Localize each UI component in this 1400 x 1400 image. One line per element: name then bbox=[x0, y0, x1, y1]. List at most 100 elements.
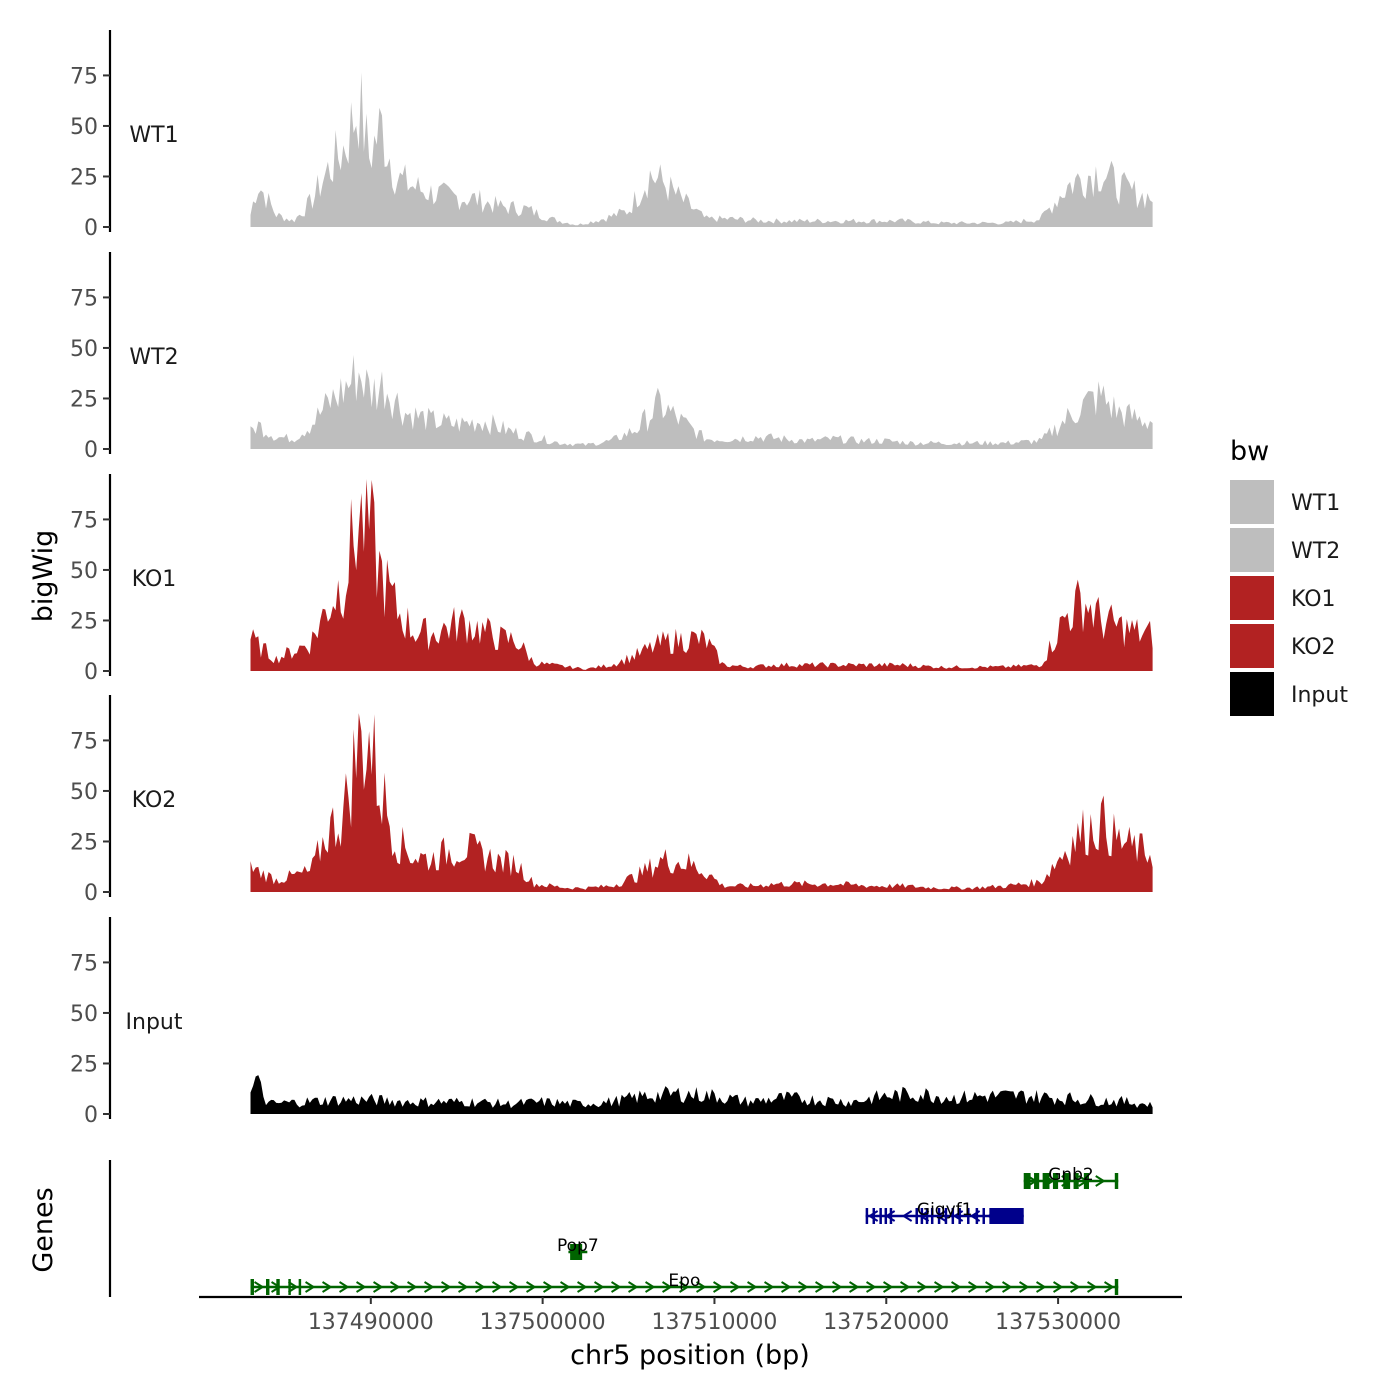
coverage-area-input bbox=[250, 1075, 1153, 1114]
exon bbox=[958, 1208, 961, 1224]
strand-arrow bbox=[322, 1281, 333, 1293]
strand-arrow bbox=[339, 1281, 350, 1293]
strand-arrow bbox=[594, 1281, 605, 1293]
x-tick-label: 137490000 bbox=[308, 1310, 434, 1335]
strand-arrow bbox=[679, 1281, 690, 1293]
track-label: KO1 bbox=[132, 567, 177, 592]
y-axis-title: bigWig bbox=[28, 530, 59, 623]
exon bbox=[930, 1208, 934, 1224]
strand-arrow bbox=[935, 1210, 947, 1222]
exon bbox=[889, 1208, 893, 1224]
exon bbox=[915, 1208, 918, 1224]
genes-axis-title: Genes bbox=[28, 1187, 59, 1272]
legend-label-wt1: WT1 bbox=[1291, 491, 1340, 516]
strand-arrow bbox=[1095, 1175, 1106, 1187]
x-tick-label: 137530000 bbox=[995, 1310, 1121, 1335]
track-label: WT1 bbox=[129, 123, 178, 148]
y-tick-label: 25 bbox=[70, 830, 98, 855]
gene-pop7: Pop7 bbox=[557, 1236, 599, 1260]
strand-arrow bbox=[458, 1281, 469, 1293]
strand-arrow bbox=[645, 1281, 656, 1293]
exon bbox=[944, 1208, 948, 1224]
strand-arrow bbox=[883, 1281, 894, 1293]
strand-arrow bbox=[985, 1281, 996, 1293]
y-tick-label: 50 bbox=[70, 1002, 98, 1027]
y-tick-label: 75 bbox=[70, 64, 98, 89]
y-tick-label: 0 bbox=[84, 438, 98, 463]
exon bbox=[1083, 1173, 1090, 1189]
gene-label: Epo bbox=[668, 1271, 700, 1291]
legend-label-ko2: KO2 bbox=[1291, 635, 1336, 660]
bigwig-tracks: 0 25 50 75 WT1 0 25 50 75 WT2 0 25 50 75 KO1 0 25 50 75 KO2… bbox=[70, 30, 1153, 1128]
strand-arrow bbox=[492, 1281, 503, 1293]
strand-arrow bbox=[611, 1281, 622, 1293]
y-tick-label: 50 bbox=[70, 559, 98, 584]
x-axis-title: chr5 position (bp) bbox=[570, 1340, 810, 1371]
legend-label-ko1: KO1 bbox=[1291, 587, 1336, 612]
x-tick-label: 137520000 bbox=[823, 1310, 949, 1335]
legend-swatch-wt2 bbox=[1230, 528, 1274, 572]
x-axis: 137490000 137500000 137510000 137520000 1375… bbox=[199, 1295, 1182, 1335]
strand-arrow bbox=[917, 1281, 928, 1293]
exon bbox=[570, 1244, 583, 1260]
x-tick-label: 137510000 bbox=[651, 1310, 777, 1335]
strand-arrow bbox=[696, 1281, 707, 1293]
exon bbox=[1073, 1173, 1079, 1189]
y-tick-label: 0 bbox=[84, 1103, 98, 1128]
strand-arrow bbox=[764, 1281, 775, 1293]
exon bbox=[982, 1208, 985, 1224]
exon bbox=[266, 1279, 270, 1295]
strand-arrow bbox=[407, 1281, 418, 1293]
gene-label: Pop7 bbox=[557, 1236, 599, 1256]
strand-arrow bbox=[543, 1281, 554, 1293]
gene-track: Gnb2 Gigyf1 Pop7 Epo bbox=[108, 1160, 1119, 1297]
y-tick-label: 25 bbox=[70, 387, 98, 412]
y-tick-label: 75 bbox=[70, 951, 98, 976]
gene-gnb2: Gnb2 bbox=[1023, 1165, 1119, 1189]
track-input: 0 25 50 75 Input bbox=[70, 917, 1153, 1128]
exon bbox=[1042, 1173, 1050, 1189]
gene-epo: Epo bbox=[250, 1271, 1119, 1295]
track-label: WT2 bbox=[129, 345, 178, 370]
exon bbox=[872, 1208, 876, 1224]
track-ko1: 0 25 50 75 KO1 bbox=[70, 474, 1153, 685]
strand-arrow bbox=[1019, 1281, 1030, 1293]
strand-arrow bbox=[1070, 1281, 1081, 1293]
y-tick-label: 25 bbox=[70, 1052, 98, 1077]
strand-arrow bbox=[628, 1281, 639, 1293]
legend-swatch-input bbox=[1230, 672, 1274, 716]
exon bbox=[298, 1279, 302, 1295]
strand-arrow bbox=[968, 1281, 979, 1293]
track-wt2: 0 25 50 75 WT2 bbox=[70, 252, 1153, 463]
x-tick-label: 137500000 bbox=[480, 1310, 606, 1335]
coverage-area-wt2 bbox=[250, 355, 1153, 449]
exon bbox=[951, 1208, 955, 1224]
y-tick-label: 25 bbox=[70, 609, 98, 634]
strand-arrow bbox=[1053, 1281, 1064, 1293]
strand-arrow bbox=[900, 1281, 911, 1293]
y-tick-label: 75 bbox=[70, 729, 98, 754]
legend: bw WT1 WT2 KO1 KO2 Input bbox=[1230, 436, 1348, 716]
exon bbox=[1023, 1173, 1031, 1189]
exon bbox=[1063, 1173, 1071, 1189]
strand-arrow bbox=[424, 1281, 435, 1293]
y-tick-label: 0 bbox=[84, 660, 98, 685]
legend-label-wt2: WT2 bbox=[1291, 539, 1340, 564]
strand-arrow bbox=[1087, 1281, 1098, 1293]
strand-arrow bbox=[713, 1281, 724, 1293]
strand-arrow bbox=[1036, 1281, 1047, 1293]
strand-arrow bbox=[815, 1281, 826, 1293]
strand-arrow bbox=[730, 1281, 741, 1293]
exon bbox=[884, 1208, 888, 1224]
strand-arrow bbox=[1104, 1281, 1115, 1293]
y-tick-label: 25 bbox=[70, 165, 98, 190]
strand-arrow bbox=[798, 1281, 809, 1293]
legend-swatch-wt1 bbox=[1230, 480, 1274, 524]
strand-arrow bbox=[866, 1281, 877, 1293]
gene-label: Gigyf1 bbox=[917, 1200, 973, 1220]
strand-arrow bbox=[305, 1281, 316, 1293]
exon bbox=[925, 1208, 929, 1224]
track-label: Input bbox=[126, 1010, 183, 1035]
gene-label: Gnb2 bbox=[1048, 1165, 1094, 1185]
strand-arrow bbox=[560, 1281, 571, 1293]
